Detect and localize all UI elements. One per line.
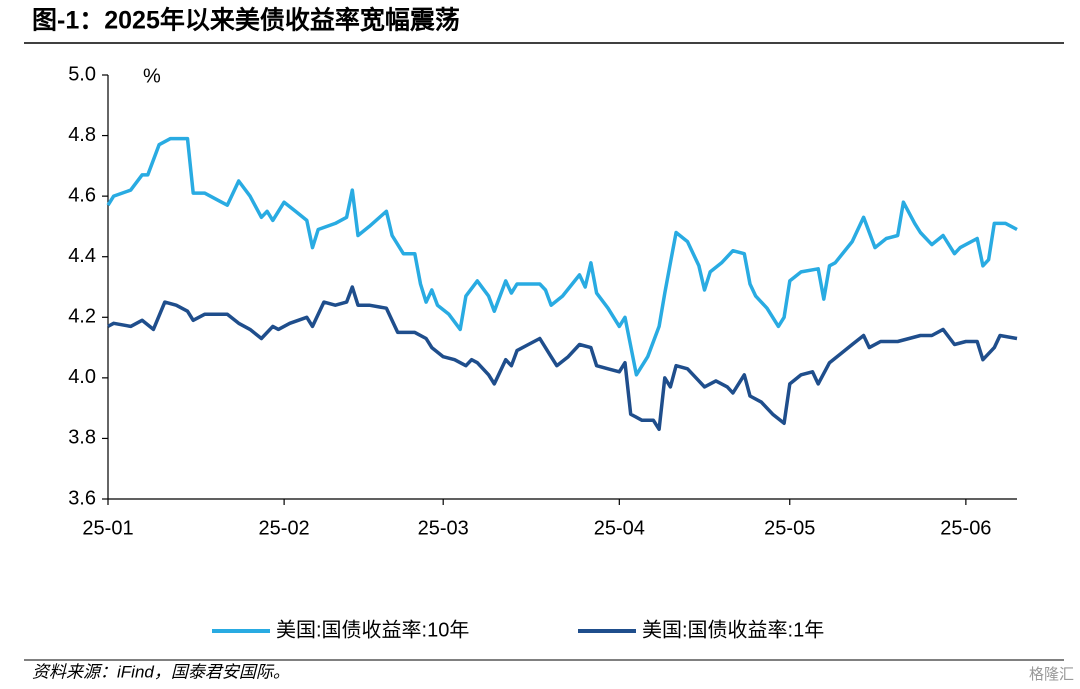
y-tick-label: 5.0 xyxy=(68,63,96,85)
series-line xyxy=(106,136,1018,377)
y-tick-label: 4.2 xyxy=(68,306,96,328)
x-tick-label: 25-01 xyxy=(82,517,133,539)
legend-label: 美国:国债收益率:1年 xyxy=(642,618,824,641)
source-note: 资料来源：iFind，国泰君安国际。 xyxy=(32,662,290,681)
y-unit-label: % xyxy=(143,65,161,87)
y-tick-label: 3.8 xyxy=(68,427,96,449)
x-tick-label: 25-02 xyxy=(259,517,310,539)
legend-label: 美国:国债收益率:10年 xyxy=(276,618,469,641)
x-tick-label: 25-04 xyxy=(594,517,645,539)
x-tick-label: 25-03 xyxy=(418,517,469,539)
y-tick-label: 4.6 xyxy=(68,184,96,206)
y-tick-label: 3.6 xyxy=(68,487,96,509)
y-tick-label: 4.0 xyxy=(68,366,96,388)
watermark: 格隆汇 xyxy=(1029,666,1074,683)
y-tick-label: 4.8 xyxy=(68,124,96,146)
x-tick-label: 25-06 xyxy=(940,517,991,539)
x-tick-label: 25-05 xyxy=(764,517,815,539)
chart-title: 图-1：2025年以来美债收益率宽幅震荡 xyxy=(32,6,460,35)
y-tick-label: 4.4 xyxy=(68,245,96,267)
series-line xyxy=(107,285,1018,432)
